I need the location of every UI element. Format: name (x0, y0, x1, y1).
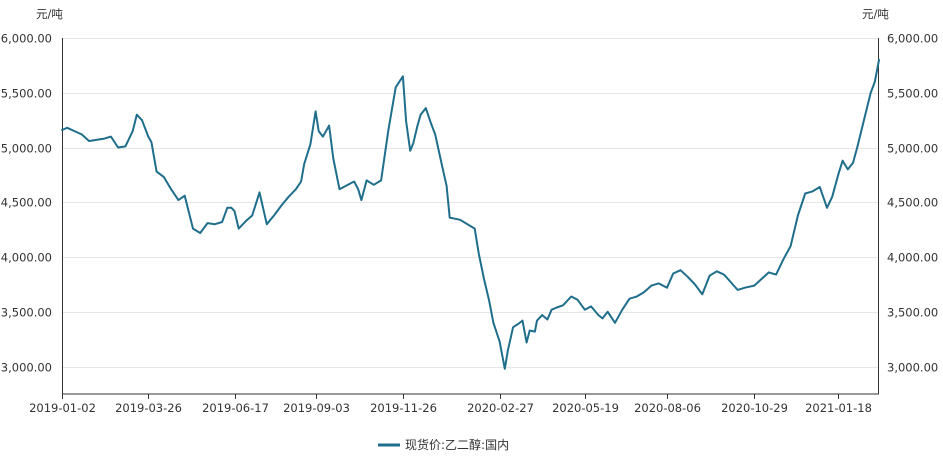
x-tick-label: 2020-02-27 (467, 401, 534, 415)
y-tick-label-left: 4,500.00 (1, 196, 52, 210)
series-line-0 (61, 58, 880, 370)
y-tick-label-right: 3,000.00 (887, 361, 938, 375)
left-unit-label: 元/吨 (36, 7, 63, 21)
y-tick-label-left: 3,000.00 (1, 361, 52, 375)
y-tick-label-right: 4,500.00 (887, 196, 938, 210)
x-tick-label: 2019-01-02 (29, 401, 96, 415)
y-tick-label-right: 5,500.00 (887, 87, 938, 101)
y-tick-label-left: 5,500.00 (1, 87, 52, 101)
right-unit-label: 元/吨 (862, 7, 889, 21)
gridlines (62, 38, 879, 368)
legend[interactable]: 现货价:乙二醇:国内 (378, 437, 509, 452)
series-layer (61, 58, 880, 370)
x-tick-label: 2019-11-26 (370, 401, 437, 415)
x-tick-label: 2021-01-18 (805, 401, 872, 415)
x-tick-label: 2020-10-29 (721, 401, 788, 415)
y-tick-label-right: 3,500.00 (887, 306, 938, 320)
x-axis-ticks: 2019-01-02 2019-03-26 2019-06-17 2019-09-03… (29, 394, 872, 415)
y-tick-label-right: 4,000.00 (887, 251, 938, 265)
y-tick-label-left: 4,000.00 (1, 251, 52, 265)
y-tick-label-right: 5,000.00 (887, 142, 938, 156)
x-tick-label: 2019-09-03 (283, 401, 350, 415)
legend-label: 现货价:乙二醇:国内 (405, 437, 509, 452)
y-tick-label-left: 6,000.00 (1, 32, 52, 46)
left-y-axis: 3,000.00 3,500.00 4,000.00 4,500.00 5,000.00… (1, 32, 63, 394)
x-tick-label: 2019-06-17 (202, 401, 269, 415)
x-tick-label: 2020-05-19 (552, 401, 619, 415)
x-tick-label: 2020-08-06 (634, 401, 701, 415)
y-tick-label-right: 6,000.00 (887, 32, 938, 46)
right-y-axis: 3,000.00 3,500.00 4,000.00 4,500.00 5,000.00… (878, 32, 938, 394)
y-tick-label-left: 3,500.00 (1, 306, 52, 320)
y-tick-label-left: 5,000.00 (1, 142, 52, 156)
x-tick-label: 2019-03-26 (115, 401, 182, 415)
